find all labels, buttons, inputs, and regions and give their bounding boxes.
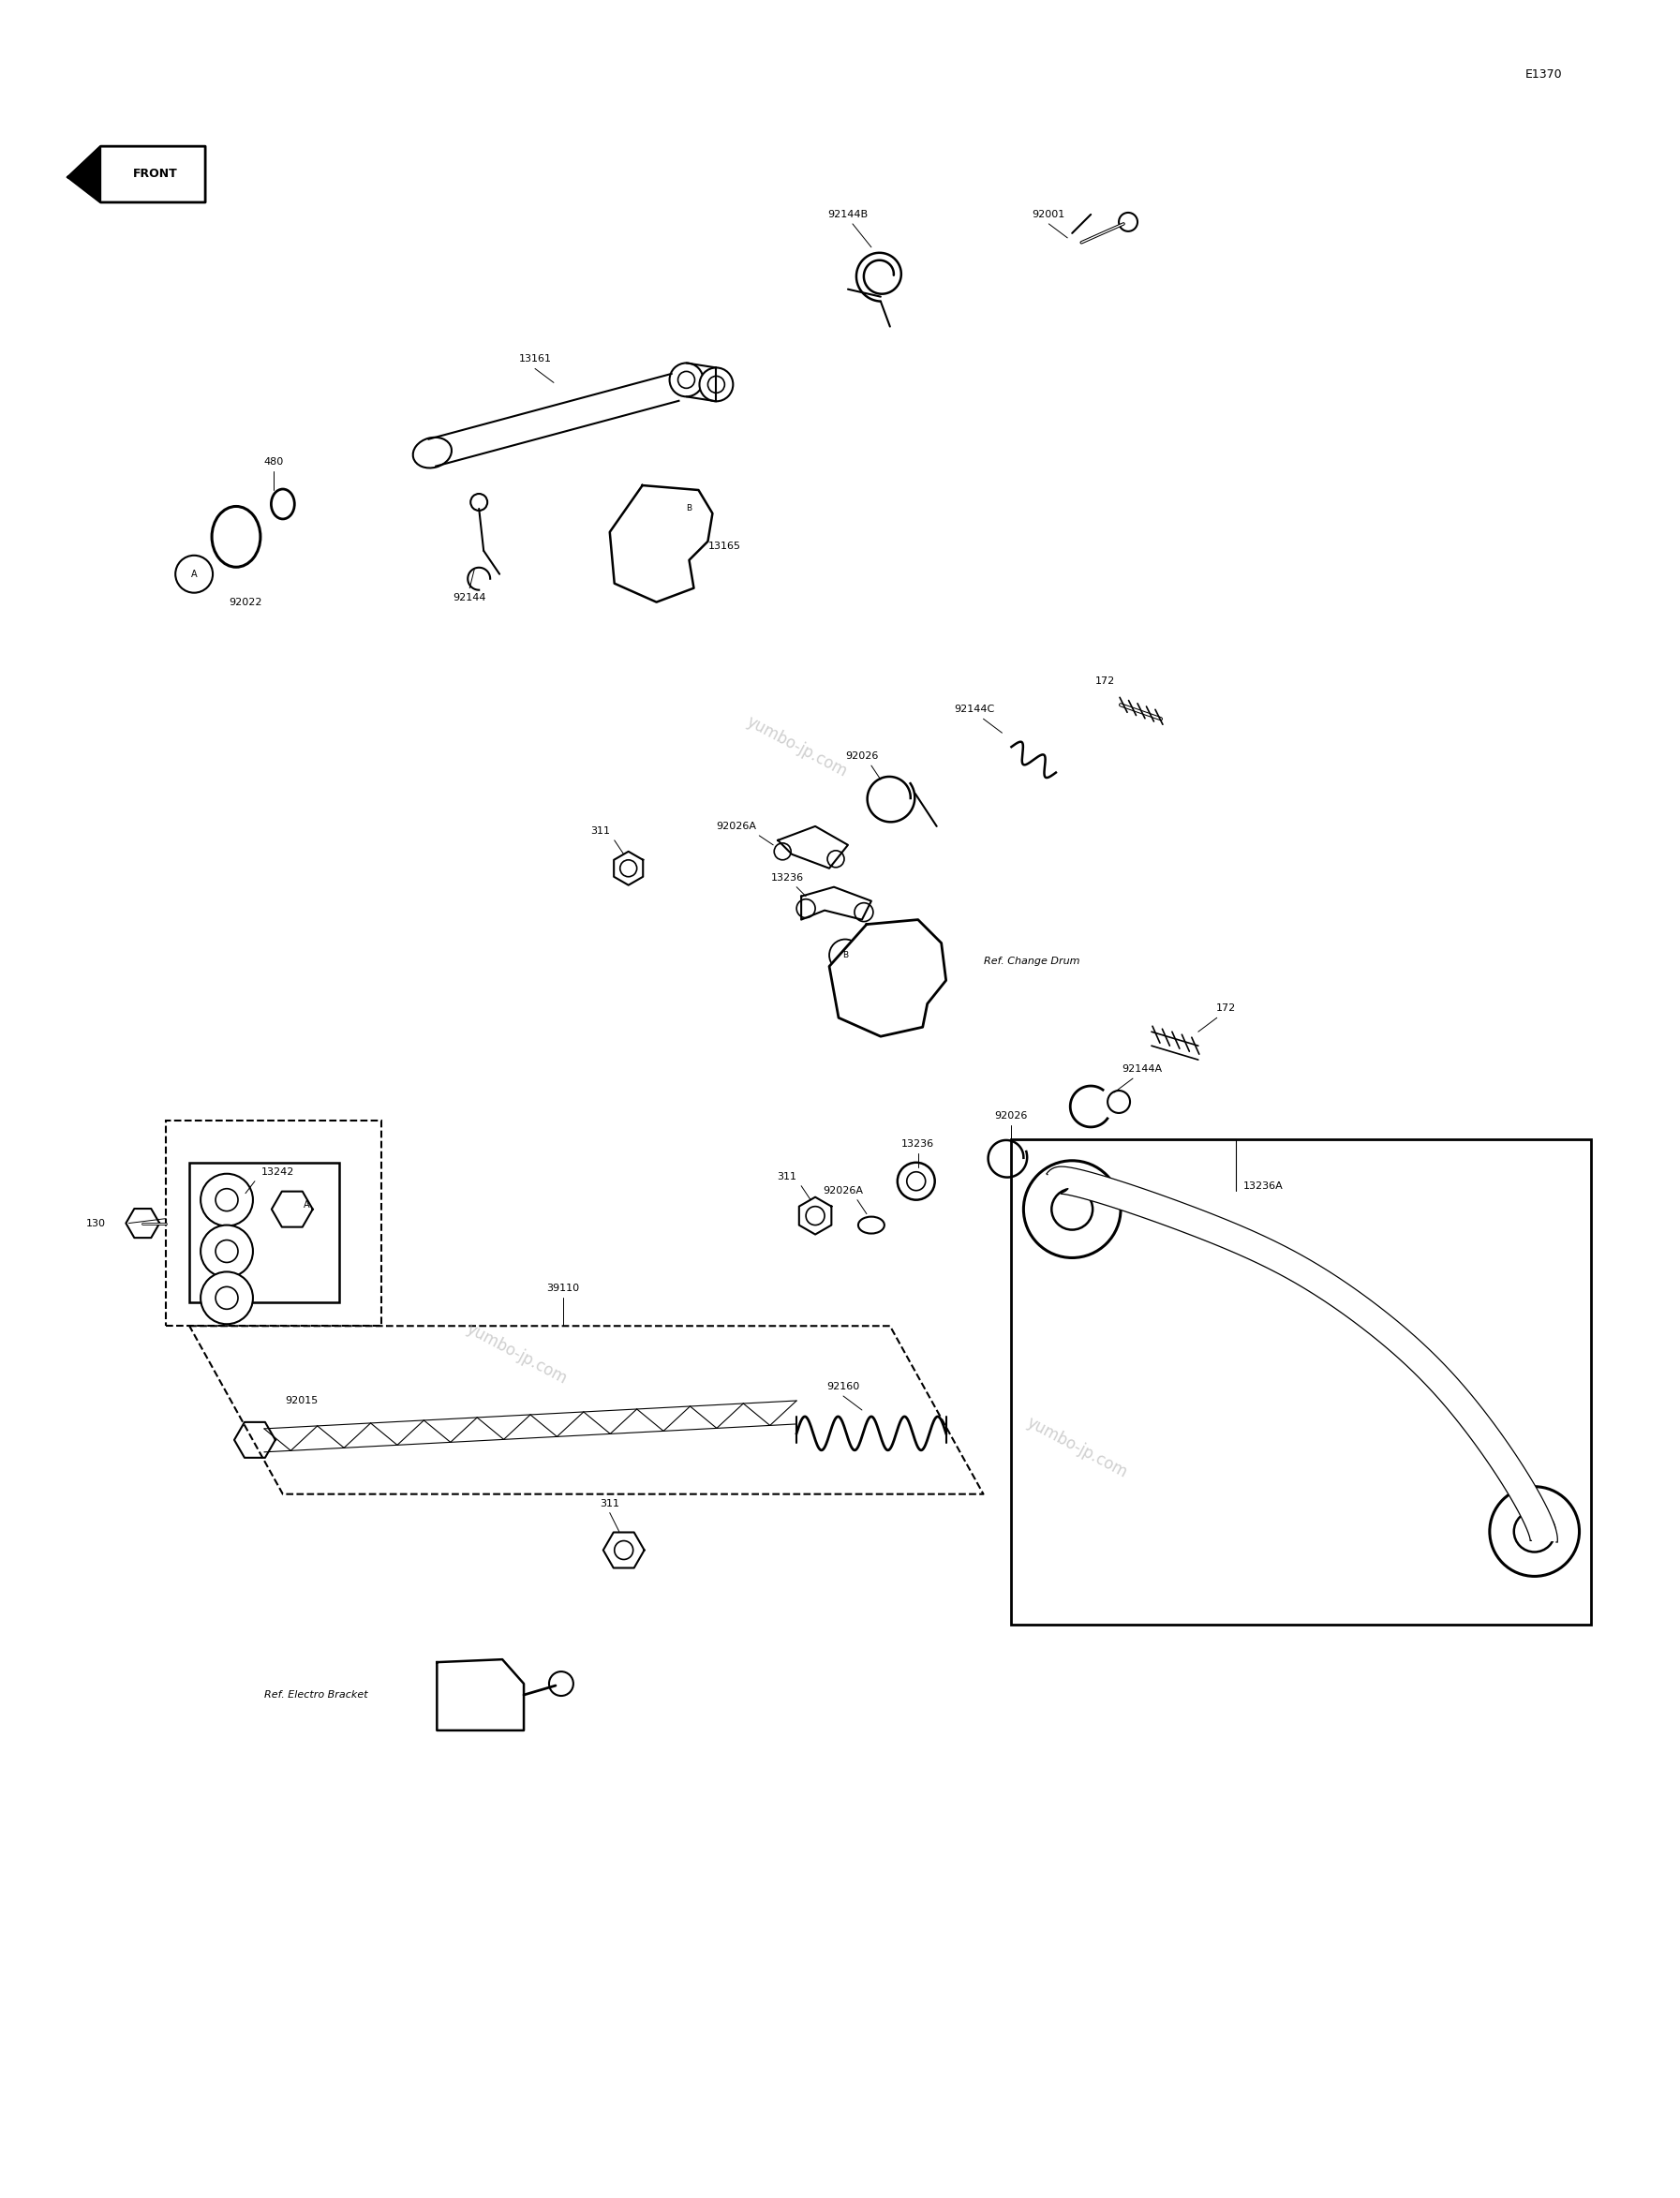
- Circle shape: [200, 1224, 254, 1277]
- Polygon shape: [610, 486, 712, 602]
- Circle shape: [549, 1670, 573, 1697]
- Text: 92022: 92022: [228, 598, 262, 607]
- Circle shape: [215, 1189, 239, 1211]
- Circle shape: [457, 1697, 482, 1721]
- Circle shape: [1052, 1189, 1092, 1229]
- Text: E1370: E1370: [1525, 68, 1562, 81]
- Text: yumbo-jp.com: yumbo-jp.com: [1023, 1413, 1131, 1481]
- Circle shape: [200, 1174, 254, 1226]
- Polygon shape: [801, 888, 872, 919]
- Polygon shape: [830, 919, 946, 1037]
- Text: 13236A: 13236A: [1243, 1180, 1284, 1191]
- Text: FRONT: FRONT: [133, 167, 176, 180]
- Text: 13236: 13236: [902, 1139, 934, 1150]
- Circle shape: [287, 1187, 324, 1224]
- Text: 92026: 92026: [845, 752, 879, 761]
- Ellipse shape: [212, 506, 260, 567]
- Polygon shape: [1047, 1167, 1557, 1541]
- Text: 92144B: 92144B: [828, 209, 869, 220]
- Text: A: A: [302, 1200, 309, 1209]
- Polygon shape: [603, 1532, 645, 1567]
- Text: 92015: 92015: [286, 1396, 318, 1405]
- Text: 172: 172: [1216, 1004, 1236, 1013]
- Text: 92026A: 92026A: [716, 822, 756, 831]
- Bar: [1011, 1139, 1591, 1624]
- Text: 39110: 39110: [546, 1284, 580, 1292]
- Text: 92026: 92026: [995, 1112, 1028, 1121]
- Circle shape: [699, 367, 732, 402]
- Circle shape: [855, 903, 874, 921]
- Circle shape: [707, 376, 724, 393]
- Circle shape: [670, 363, 704, 396]
- Text: 311: 311: [591, 826, 610, 835]
- Circle shape: [215, 1240, 239, 1262]
- Polygon shape: [437, 1659, 524, 1730]
- Text: 311: 311: [600, 1499, 620, 1508]
- Circle shape: [1107, 1090, 1131, 1112]
- Text: A: A: [192, 569, 197, 578]
- Bar: [190, 1163, 339, 1303]
- Text: 130: 130: [86, 1218, 106, 1229]
- Circle shape: [907, 1172, 926, 1191]
- Circle shape: [827, 851, 845, 868]
- Text: 172: 172: [1095, 677, 1116, 686]
- Circle shape: [200, 1273, 254, 1323]
- Bar: [166, 1121, 381, 1325]
- Circle shape: [847, 967, 874, 993]
- Polygon shape: [272, 1191, 312, 1226]
- Text: 311: 311: [778, 1172, 796, 1180]
- Circle shape: [882, 956, 899, 974]
- Text: B: B: [842, 952, 848, 958]
- Circle shape: [796, 899, 815, 919]
- Circle shape: [830, 939, 862, 972]
- Text: Ref. Electro Bracket: Ref. Electro Bracket: [264, 1690, 368, 1699]
- Text: 13242: 13242: [262, 1167, 294, 1176]
- Polygon shape: [613, 851, 643, 886]
- Text: 92144A: 92144A: [1122, 1064, 1163, 1075]
- Text: 92026A: 92026A: [823, 1187, 864, 1196]
- Text: 92160: 92160: [827, 1383, 860, 1391]
- Text: 13161: 13161: [519, 354, 551, 365]
- Ellipse shape: [413, 437, 452, 468]
- Polygon shape: [67, 147, 101, 202]
- Polygon shape: [67, 147, 205, 202]
- Text: 92001: 92001: [1032, 209, 1065, 220]
- Circle shape: [1119, 213, 1137, 231]
- Polygon shape: [800, 1198, 832, 1235]
- Circle shape: [897, 1163, 934, 1200]
- Text: yumbo-jp.com: yumbo-jp.com: [743, 712, 850, 780]
- Text: 480: 480: [264, 457, 284, 466]
- Text: B: B: [685, 506, 692, 512]
- Ellipse shape: [270, 490, 294, 519]
- Text: 92144C: 92144C: [954, 706, 995, 714]
- Circle shape: [647, 519, 675, 545]
- Polygon shape: [126, 1209, 160, 1237]
- Circle shape: [874, 947, 907, 980]
- Circle shape: [215, 1286, 239, 1310]
- Circle shape: [675, 495, 702, 521]
- Circle shape: [1490, 1486, 1579, 1576]
- Circle shape: [679, 371, 696, 389]
- Circle shape: [175, 556, 213, 593]
- Circle shape: [1514, 1510, 1556, 1552]
- Polygon shape: [234, 1422, 276, 1457]
- Text: Ref. Change Drum: Ref. Change Drum: [983, 956, 1080, 967]
- Circle shape: [470, 495, 487, 510]
- Circle shape: [774, 844, 791, 859]
- Circle shape: [1023, 1161, 1121, 1257]
- Text: 13236: 13236: [771, 873, 803, 881]
- Text: yumbo-jp.com: yumbo-jp.com: [464, 1321, 570, 1387]
- Polygon shape: [778, 826, 848, 868]
- Text: 92144: 92144: [454, 593, 486, 602]
- Text: 13165: 13165: [707, 541, 741, 552]
- Circle shape: [455, 1668, 484, 1699]
